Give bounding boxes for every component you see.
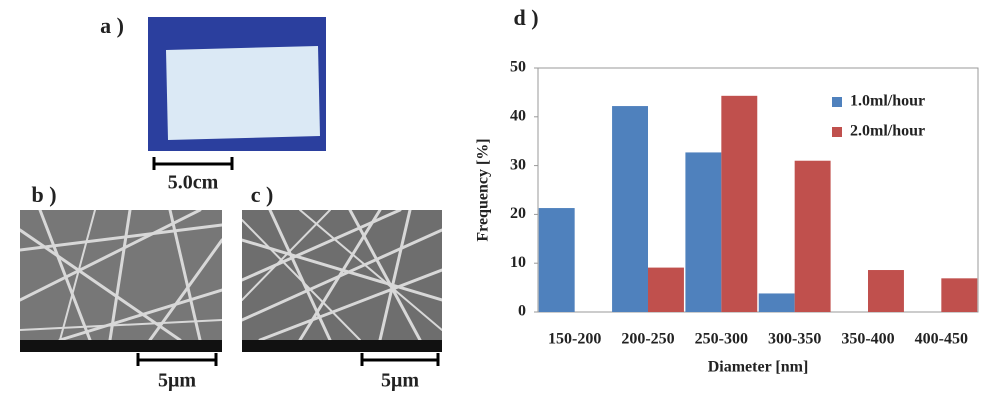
scale-label: 5.0cm (168, 172, 219, 194)
y-axis-label: Frequency [%] (475, 138, 492, 241)
bar (612, 106, 648, 313)
y-tick-label: 50 (510, 59, 526, 76)
plot-frame (537, 67, 979, 313)
x-tick-label: 150-200 (548, 331, 601, 348)
legend-swatch (832, 97, 842, 107)
x-tick-label: 300-350 (768, 331, 821, 348)
sem-image (20, 210, 222, 352)
bar (794, 160, 831, 312)
legend-label: 1.0ml/hour (850, 93, 925, 110)
x-tick-label: 250-300 (695, 331, 748, 348)
bar (648, 267, 684, 312)
panel-label: a ) (100, 13, 124, 38)
x-tick-label: 350-400 (841, 331, 894, 348)
panel-label: b ) (31, 182, 56, 207)
bar (721, 95, 758, 312)
bar (941, 278, 978, 312)
y-tick-label: 20 (510, 205, 526, 222)
scale-label: 5μm (158, 370, 196, 392)
legend-label: 2.0ml/hour (850, 123, 925, 140)
bar (868, 270, 904, 312)
legend-swatch (832, 127, 842, 137)
bar (538, 208, 575, 312)
bar (685, 152, 722, 312)
x-axis-label: Diameter [nm] (708, 359, 809, 376)
y-tick-label: 0 (518, 303, 526, 320)
sample-sheet (166, 46, 320, 140)
x-tick-label: 400-450 (915, 331, 968, 348)
y-tick-label: 40 (510, 107, 526, 124)
bar (758, 293, 795, 312)
y-tick-label: 10 (510, 254, 526, 271)
y-tick-label: 30 (510, 156, 526, 173)
x-tick-label: 200-250 (621, 331, 674, 348)
scale-label: 5μm (381, 370, 419, 392)
sem-image (242, 210, 442, 352)
panel-label: c ) (251, 182, 274, 207)
panel-label: d ) (513, 5, 538, 30)
